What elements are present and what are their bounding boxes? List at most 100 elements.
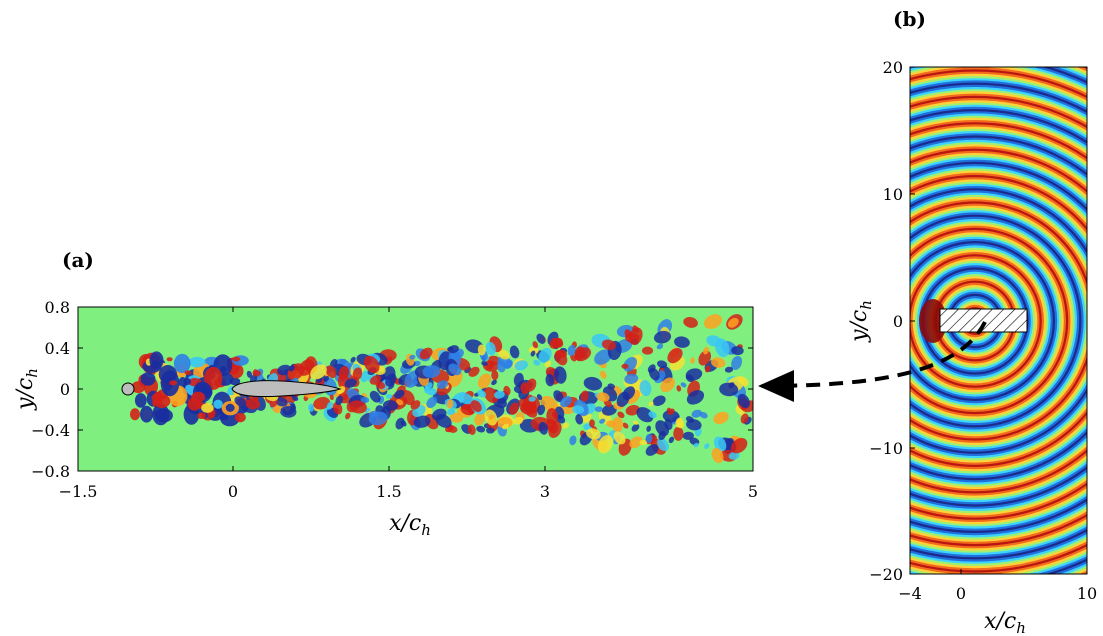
- vortex-blob: [502, 423, 509, 430]
- vortex-blob: [653, 330, 672, 344]
- vortex-blob: [401, 390, 415, 406]
- airfoil: [231, 380, 342, 398]
- vortex-blob: [298, 359, 315, 376]
- vortex-blob: [335, 395, 344, 406]
- vortex-blob: [583, 376, 603, 391]
- vortex-blob: [656, 343, 664, 350]
- vortex-blob: [629, 436, 643, 449]
- vortex-blob: [727, 317, 739, 328]
- vortex-blob: [536, 394, 543, 401]
- vortex-blob: [422, 365, 441, 378]
- vortex-blob: [704, 443, 710, 449]
- vortex-blob: [698, 350, 712, 366]
- vortex-blob: [447, 408, 456, 415]
- vortex-blob: [569, 435, 577, 446]
- vortex-blob: [728, 451, 740, 460]
- vortex-blob: [459, 393, 474, 405]
- vortex-blob: [234, 412, 246, 423]
- vortex-blob: [667, 408, 675, 415]
- vortex-blob: [683, 317, 698, 328]
- vortex-blob: [188, 356, 206, 368]
- vortex-blob: [338, 365, 350, 381]
- vortex-blob: [586, 428, 601, 440]
- vortex-blob: [413, 415, 431, 428]
- vortex-blob: [486, 427, 495, 434]
- vortex-blob: [656, 360, 668, 369]
- vortex-blob: [219, 366, 227, 373]
- vortex-blob: [504, 359, 513, 369]
- y-tick-label: 0.4: [45, 339, 70, 358]
- y-tick-label: 0: [60, 380, 70, 399]
- vortex-blob: [639, 439, 648, 446]
- x-tick-label: 3: [540, 482, 550, 501]
- vortex-blob: [158, 365, 178, 384]
- vortex-blob: [572, 405, 585, 414]
- vortex-blob: [394, 389, 405, 399]
- vortex-blob: [477, 344, 486, 356]
- vortex-blob: [597, 434, 614, 454]
- vortex-blob: [645, 444, 659, 456]
- vortex-blob: [462, 403, 472, 410]
- vortex-blob: [546, 408, 559, 425]
- vortex-blob: [545, 373, 555, 387]
- vortex-blob: [532, 341, 539, 349]
- vortex-blob: [134, 393, 147, 408]
- vortex-blob: [737, 393, 750, 409]
- vortex-blob: [272, 406, 281, 414]
- vortex-blob: [468, 366, 480, 377]
- y-tick-label: 20: [883, 58, 903, 77]
- vortex-blob: [594, 406, 603, 413]
- y-tick-label: 10: [883, 185, 903, 204]
- vortex-blob: [280, 405, 297, 418]
- panel-a-axes: −1.5 0 1.5 3 5 0.8 0.4 0 −0.4 −0.8: [31, 298, 758, 501]
- zoom-arrow: [758, 321, 987, 402]
- vortex-blob: [419, 347, 433, 360]
- cylinder: [121, 382, 135, 396]
- vortex-blob: [140, 372, 156, 386]
- x-tick-label: 10: [1077, 584, 1097, 603]
- vortex-blob: [711, 447, 724, 464]
- vortex-blob: [664, 418, 673, 430]
- vortex-blob: [360, 370, 370, 383]
- vortex-blob: [636, 407, 654, 423]
- vortex-blob: [622, 422, 629, 429]
- x-tick-label: −4: [898, 584, 922, 603]
- vortex-blob: [574, 346, 585, 361]
- vortex-blob: [533, 359, 540, 366]
- vortex-blob: [184, 370, 192, 375]
- vortex-blob: [503, 385, 511, 396]
- x-tick-label: 0: [956, 584, 966, 603]
- y-tick-label: −10: [869, 439, 903, 458]
- vortex-blob: [382, 400, 398, 411]
- vortex-blob: [329, 394, 334, 401]
- vortex-blob: [686, 390, 705, 405]
- vortex-blob: [410, 400, 421, 410]
- vortex-blob: [129, 408, 141, 421]
- vortex-blob: [625, 404, 640, 416]
- vortex-blob: [691, 409, 703, 418]
- vortex-blob: [633, 420, 639, 425]
- vortex-blob: [409, 354, 416, 360]
- panel-a: (a) −1.5 0 1.5 3 5 0.8 0.4 0 −0.4 −0.8 x/ch y/ch: [13, 248, 758, 539]
- vortex-blob: [599, 418, 606, 424]
- vortex-blob: [291, 395, 299, 401]
- x-tick-label: 0: [228, 482, 238, 501]
- vortex-blob: [612, 416, 624, 433]
- vortex-blob: [628, 327, 643, 345]
- vortex-blob: [724, 366, 734, 373]
- vortex-blob: [345, 412, 351, 420]
- vortex-blob: [245, 398, 261, 410]
- vortex-blob: [657, 438, 670, 452]
- vortex-blob: [639, 379, 652, 397]
- vortex-blob: [349, 400, 367, 414]
- vortex-blob: [553, 366, 567, 384]
- vortex-blob: [289, 364, 295, 372]
- vortex-blob: [140, 405, 154, 423]
- vortex-blob: [153, 394, 171, 408]
- vortex-blob: [509, 345, 520, 359]
- vortex-blob: [589, 419, 595, 428]
- y-tick-label: −20: [869, 565, 903, 584]
- vortex-blob: [607, 383, 616, 390]
- vortex-blob: [369, 390, 381, 403]
- vortex-blob: [337, 386, 346, 394]
